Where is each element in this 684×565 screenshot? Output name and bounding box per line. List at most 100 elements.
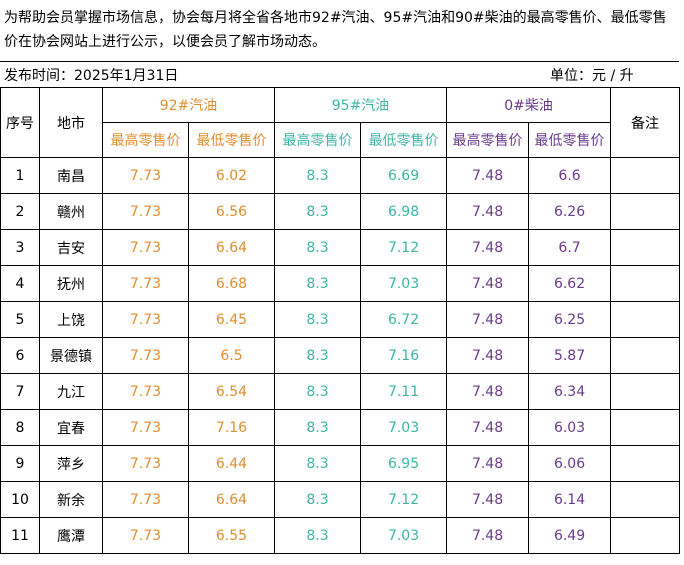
cell-city: 上饶 bbox=[39, 301, 103, 338]
cell-95-min: 6.98 bbox=[360, 193, 448, 230]
cell-0-min: 6.26 bbox=[528, 193, 612, 230]
cell-city: 鹰潭 bbox=[39, 517, 103, 554]
cell-95-max: 8.3 bbox=[274, 517, 362, 554]
cell-0-min: 6.49 bbox=[528, 517, 612, 554]
cell-0-max: 7.48 bbox=[446, 157, 530, 194]
cell-92-max: 7.73 bbox=[102, 481, 189, 518]
cell-95-max: 8.3 bbox=[274, 373, 362, 410]
cell-note bbox=[610, 409, 681, 446]
cell-95-max: 8.3 bbox=[274, 301, 362, 338]
cell-92-max: 7.73 bbox=[102, 193, 189, 230]
cell-0-min: 6.7 bbox=[528, 229, 612, 266]
cell-0-max: 7.48 bbox=[446, 265, 530, 302]
cell-note bbox=[610, 445, 681, 482]
table-row: 5 上饶 7.73 6.45 8.3 6.72 7.48 6.25 bbox=[0, 301, 681, 338]
cell-92-max: 7.73 bbox=[102, 301, 189, 338]
cell-seq: 4 bbox=[0, 265, 40, 302]
table-row: 7 九江 7.73 6.54 8.3 7.11 7.48 6.34 bbox=[0, 373, 681, 410]
cell-92-max: 7.73 bbox=[102, 157, 189, 194]
table-row: 9 萍乡 7.73 6.44 8.3 6.95 7.48 6.06 bbox=[0, 445, 681, 482]
cell-95-min: 6.95 bbox=[360, 445, 448, 482]
cell-95-min: 7.12 bbox=[360, 481, 448, 518]
cell-city: 吉安 bbox=[39, 229, 103, 266]
cell-seq: 11 bbox=[0, 517, 40, 554]
cell-0-min: 6.34 bbox=[528, 373, 612, 410]
cell-0-min: 6.6 bbox=[528, 157, 612, 194]
cell-0-min: 6.03 bbox=[528, 409, 612, 446]
cell-city: 九江 bbox=[39, 373, 103, 410]
cell-92-min: 6.02 bbox=[187, 157, 276, 194]
fuel-price-table: 序号 地市 92#汽油 95#汽油 0#柴油 备注 最高零售价 最低零售价 最高… bbox=[0, 87, 681, 554]
cell-0-min: 6.62 bbox=[528, 265, 612, 302]
cell-0-max: 7.48 bbox=[446, 409, 530, 446]
cell-95-min: 6.72 bbox=[360, 301, 448, 338]
table-row: 11 鹰潭 7.73 6.55 8.3 7.03 7.48 6.49 bbox=[0, 517, 681, 554]
cell-note bbox=[610, 301, 681, 338]
cell-city: 赣州 bbox=[39, 193, 103, 230]
header-92-min: 最低零售价 bbox=[187, 122, 276, 158]
intro-text: 为帮助会员掌握市场信息，协会每月将全省各地市92#汽油、95#汽油和90#柴油的… bbox=[4, 10, 667, 50]
cell-95-min: 7.11 bbox=[360, 373, 448, 410]
header-city: 地市 bbox=[39, 87, 103, 158]
table-row: 2 赣州 7.73 6.56 8.3 6.98 7.48 6.26 bbox=[0, 193, 681, 230]
cell-92-max: 7.73 bbox=[102, 445, 189, 482]
cell-95-max: 8.3 bbox=[274, 445, 362, 482]
cell-92-min: 6.5 bbox=[187, 337, 276, 374]
release-info-bar: 发布时间：2025年1月31日 单位：元 / 升 bbox=[0, 61, 679, 88]
header-95-max: 最高零售价 bbox=[274, 122, 362, 158]
cell-note bbox=[610, 337, 681, 374]
cell-95-max: 8.3 bbox=[274, 409, 362, 446]
release-date: 发布时间：2025年1月31日 bbox=[4, 68, 179, 84]
cell-95-min: 7.16 bbox=[360, 337, 448, 374]
header-0-max: 最高零售价 bbox=[446, 122, 530, 158]
cell-92-max: 7.73 bbox=[102, 265, 189, 302]
cell-seq: 10 bbox=[0, 481, 40, 518]
cell-note bbox=[610, 481, 681, 518]
table-row: 3 吉安 7.73 6.64 8.3 7.12 7.48 6.7 bbox=[0, 229, 681, 266]
cell-seq: 1 bbox=[0, 157, 40, 194]
cell-note bbox=[610, 265, 681, 302]
cell-95-min: 7.03 bbox=[360, 409, 448, 446]
cell-92-min: 6.56 bbox=[187, 193, 276, 230]
cell-95-min: 6.69 bbox=[360, 157, 448, 194]
table-row: 8 宜春 7.73 7.16 8.3 7.03 7.48 6.03 bbox=[0, 409, 681, 446]
cell-0-max: 7.48 bbox=[446, 193, 530, 230]
header-95-min: 最低零售价 bbox=[360, 122, 448, 158]
cell-95-max: 8.3 bbox=[274, 193, 362, 230]
cell-0-max: 7.48 bbox=[446, 301, 530, 338]
header-0-min: 最低零售价 bbox=[528, 122, 612, 158]
cell-92-max: 7.73 bbox=[102, 517, 189, 554]
cell-city: 抚州 bbox=[39, 265, 103, 302]
cell-note bbox=[610, 229, 681, 266]
cell-seq: 2 bbox=[0, 193, 40, 230]
cell-95-max: 8.3 bbox=[274, 337, 362, 374]
cell-city: 宜春 bbox=[39, 409, 103, 446]
cell-95-min: 7.12 bbox=[360, 229, 448, 266]
cell-0-min: 6.14 bbox=[528, 481, 612, 518]
cell-95-max: 8.3 bbox=[274, 229, 362, 266]
cell-seq: 7 bbox=[0, 373, 40, 410]
header-92-max: 最高零售价 bbox=[102, 122, 189, 158]
header-group-95: 95#汽油 bbox=[274, 87, 448, 123]
cell-seq: 9 bbox=[0, 445, 40, 482]
cell-seq: 6 bbox=[0, 337, 40, 374]
cell-95-min: 7.03 bbox=[360, 517, 448, 554]
cell-92-max: 7.73 bbox=[102, 229, 189, 266]
cell-92-max: 7.73 bbox=[102, 409, 189, 446]
cell-note bbox=[610, 517, 681, 554]
table-row: 4 抚州 7.73 6.68 8.3 7.03 7.48 6.62 bbox=[0, 265, 681, 302]
cell-92-min: 6.55 bbox=[187, 517, 276, 554]
cell-note bbox=[610, 373, 681, 410]
cell-city: 景德镇 bbox=[39, 337, 103, 374]
header-group-0: 0#柴油 bbox=[446, 87, 612, 123]
table-row: 10 新余 7.73 6.64 8.3 7.12 7.48 6.14 bbox=[0, 481, 681, 518]
cell-95-max: 8.3 bbox=[274, 157, 362, 194]
cell-92-min: 7.16 bbox=[187, 409, 276, 446]
header-seq: 序号 bbox=[0, 87, 40, 158]
cell-95-min: 7.03 bbox=[360, 265, 448, 302]
cell-0-max: 7.48 bbox=[446, 337, 530, 374]
cell-0-max: 7.48 bbox=[446, 229, 530, 266]
cell-city: 南昌 bbox=[39, 157, 103, 194]
cell-92-min: 6.64 bbox=[187, 229, 276, 266]
cell-95-max: 8.3 bbox=[274, 481, 362, 518]
